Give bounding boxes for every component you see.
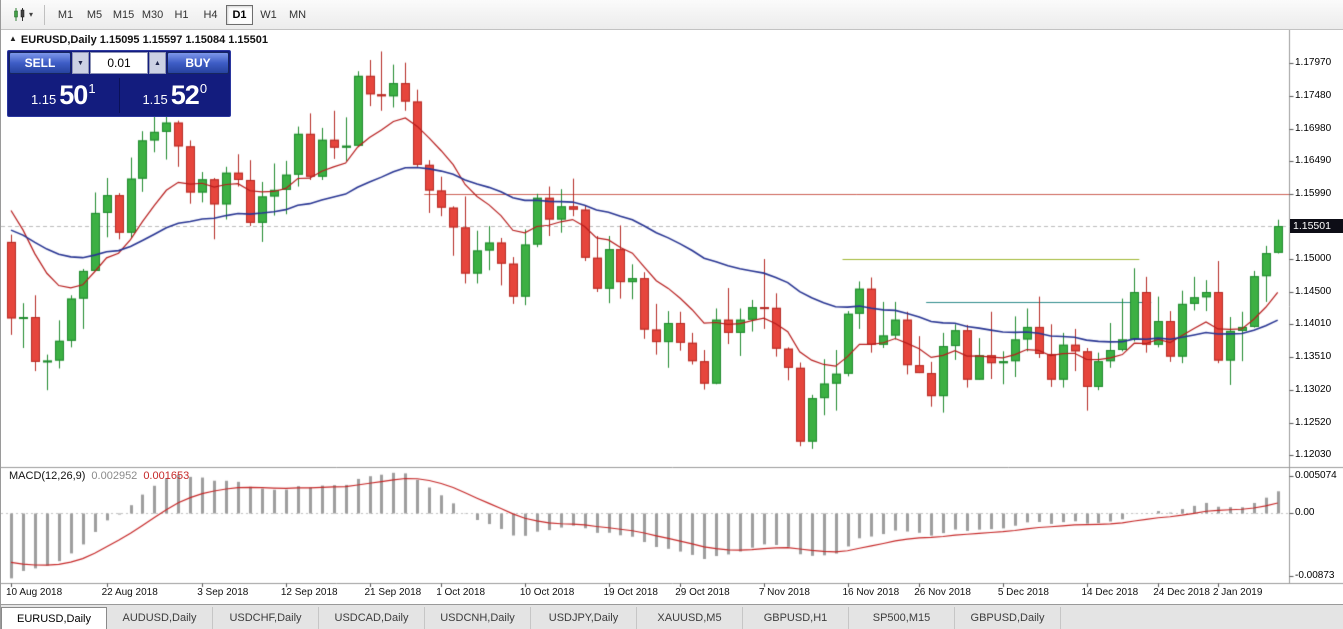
timeframe-button-m1[interactable]: M1	[52, 5, 79, 25]
macd-main-value: 0.002952	[91, 470, 138, 482]
date-axis-label: 10 Aug 2018	[6, 587, 63, 598]
chevron-down-icon: ▾	[29, 9, 34, 19]
toolbar: ▾ M1 M5 M15 M30 H1 H4 D1 W1 MN	[1, 0, 1343, 30]
tab-usdcnh-daily[interactable]: USDCNH,Daily	[425, 607, 531, 629]
quote-divider	[118, 78, 120, 113]
date-axis-label: 29 Oct 2018	[675, 587, 730, 598]
bid-price-display: 1.15 50 1	[8, 75, 119, 116]
macd-indicator-label: MACD(12,26,9) 0.002952 0.001653	[9, 470, 189, 482]
date-axis-label: 12 Sep 2018	[280, 587, 338, 598]
chart-title-ohlc: 1.15095 1.15597 1.15084 1.15501	[99, 34, 268, 46]
sell-button[interactable]: SELL	[9, 52, 71, 74]
date-axis-label: 16 Nov 2018	[842, 587, 900, 598]
date-axis-label: 24 Dec 2018	[1153, 587, 1210, 598]
price-axis-label: 1.17970	[1295, 57, 1332, 69]
tab-eurusd-daily[interactable]: EURUSD,Daily	[1, 607, 107, 629]
volume-input[interactable]	[90, 52, 148, 74]
bid-price-point: 1	[88, 81, 96, 96]
chart-marker-icon: ▲	[9, 34, 17, 43]
chart-area: ▲ EURUSD,Daily 1.15095 1.15597 1.15084 1.…	[1, 30, 1343, 604]
macd-name: MACD(12,26,9)	[9, 470, 86, 482]
current-price-badge: 1.15501	[1290, 219, 1343, 234]
candlestick-chart-icon	[14, 8, 25, 21]
timeframe-button-h4[interactable]: H4	[197, 5, 224, 25]
date-axis-label: 19 Oct 2018	[603, 587, 658, 598]
chart-type-button[interactable]: ▾	[7, 4, 38, 25]
timeframe-button-d1[interactable]: D1	[226, 4, 254, 25]
tab-usdjpy-daily[interactable]: USDJPY,Daily	[531, 607, 637, 629]
tab-gbpusd-h1[interactable]: GBPUSD,H1	[743, 607, 849, 629]
price-axis-label: 1.12030	[1295, 448, 1332, 460]
volume-increase-button[interactable]: ▲	[149, 52, 166, 74]
date-axis-label: 7 Nov 2018	[758, 587, 810, 598]
date-axis-label: 14 Dec 2018	[1081, 587, 1139, 598]
price-axis-label: 1.13020	[1295, 383, 1332, 395]
price-chart-canvas[interactable]	[1, 30, 1343, 604]
tab-usdchf-daily[interactable]: USDCHF,Daily	[213, 607, 319, 629]
ask-price-pips: 52	[170, 80, 200, 110]
timeframe-button-m30[interactable]: M30	[139, 5, 166, 25]
date-axis-label: 5 Dec 2018	[997, 587, 1049, 598]
tab-xauusd-m5[interactable]: XAUUSD,M5	[637, 607, 743, 629]
ask-price-display: 1.15 52 0	[120, 75, 231, 116]
price-axis-label: 1.14500	[1295, 286, 1332, 297]
date-axis-label: 22 Aug 2018	[101, 587, 158, 598]
timeframe-button-m5[interactable]: M5	[81, 5, 108, 25]
volume-decrease-button[interactable]: ▼	[72, 52, 89, 74]
date-axis-label: 1 Oct 2018	[436, 587, 486, 598]
macd-signal-value: 0.001653	[143, 470, 190, 482]
chart-tabs-bar: EURUSD,Daily AUDUSD,Daily USDCHF,Daily USDC…	[1, 604, 1343, 629]
price-axis-label: 1.15990	[1295, 187, 1332, 199]
bid-price-pips: 50	[59, 80, 88, 110]
timeframe-button-group: M1 M5 M15 M30 H1 H4 D1 W1 MN	[51, 4, 312, 25]
price-axis-label: 1.13510	[1295, 351, 1332, 363]
price-axis-label: 1.16490	[1295, 154, 1332, 166]
tab-sp500-m15[interactable]: SP500,M15	[849, 607, 955, 629]
macd-axis-label: 0.00	[1295, 506, 1315, 518]
price-axis-label: 1.15000	[1295, 253, 1332, 265]
bid-price-prefix: 1.15	[30, 92, 57, 107]
price-axis-label: 1.17480	[1295, 89, 1332, 101]
price-axis-label: 1.16980	[1295, 122, 1332, 134]
macd-axis-label: 0.005074	[1295, 470, 1337, 481]
timeframe-button-h1[interactable]: H1	[168, 5, 195, 25]
date-axis-label: 10 Oct 2018	[519, 587, 575, 598]
date-axis-label: 3 Sep 2018	[197, 587, 249, 598]
tab-usdcad-daily[interactable]: USDCAD,Daily	[319, 607, 425, 629]
date-axis-label: 26 Nov 2018	[914, 587, 971, 598]
chart-title: ▲ EURUSD,Daily 1.15095 1.15597 1.15084 1.…	[9, 34, 268, 46]
price-axis-label: 1.14010	[1295, 318, 1332, 330]
timeframe-button-m15[interactable]: M15	[110, 5, 137, 25]
timeframe-button-mn[interactable]: MN	[284, 5, 311, 25]
chart-title-symbol: EURUSD,Daily	[20, 34, 97, 46]
date-axis-label: 21 Sep 2018	[364, 587, 422, 598]
timeframe-button-w1[interactable]: W1	[255, 5, 282, 25]
tab-gbpusd-daily[interactable]: GBPUSD,Daily	[955, 607, 1061, 629]
price-axis-label: 1.12520	[1295, 416, 1332, 428]
buy-button[interactable]: BUY	[167, 52, 229, 74]
ask-price-prefix: 1.15	[142, 92, 168, 107]
tab-audusd-daily[interactable]: AUDUSD,Daily	[107, 607, 213, 629]
macd-axis-label: -0.00873	[1295, 570, 1335, 582]
date-axis-label: 2 Jan 2019	[1212, 587, 1263, 598]
toolbar-separator	[44, 4, 46, 25]
ask-price-point: 0	[199, 81, 208, 96]
